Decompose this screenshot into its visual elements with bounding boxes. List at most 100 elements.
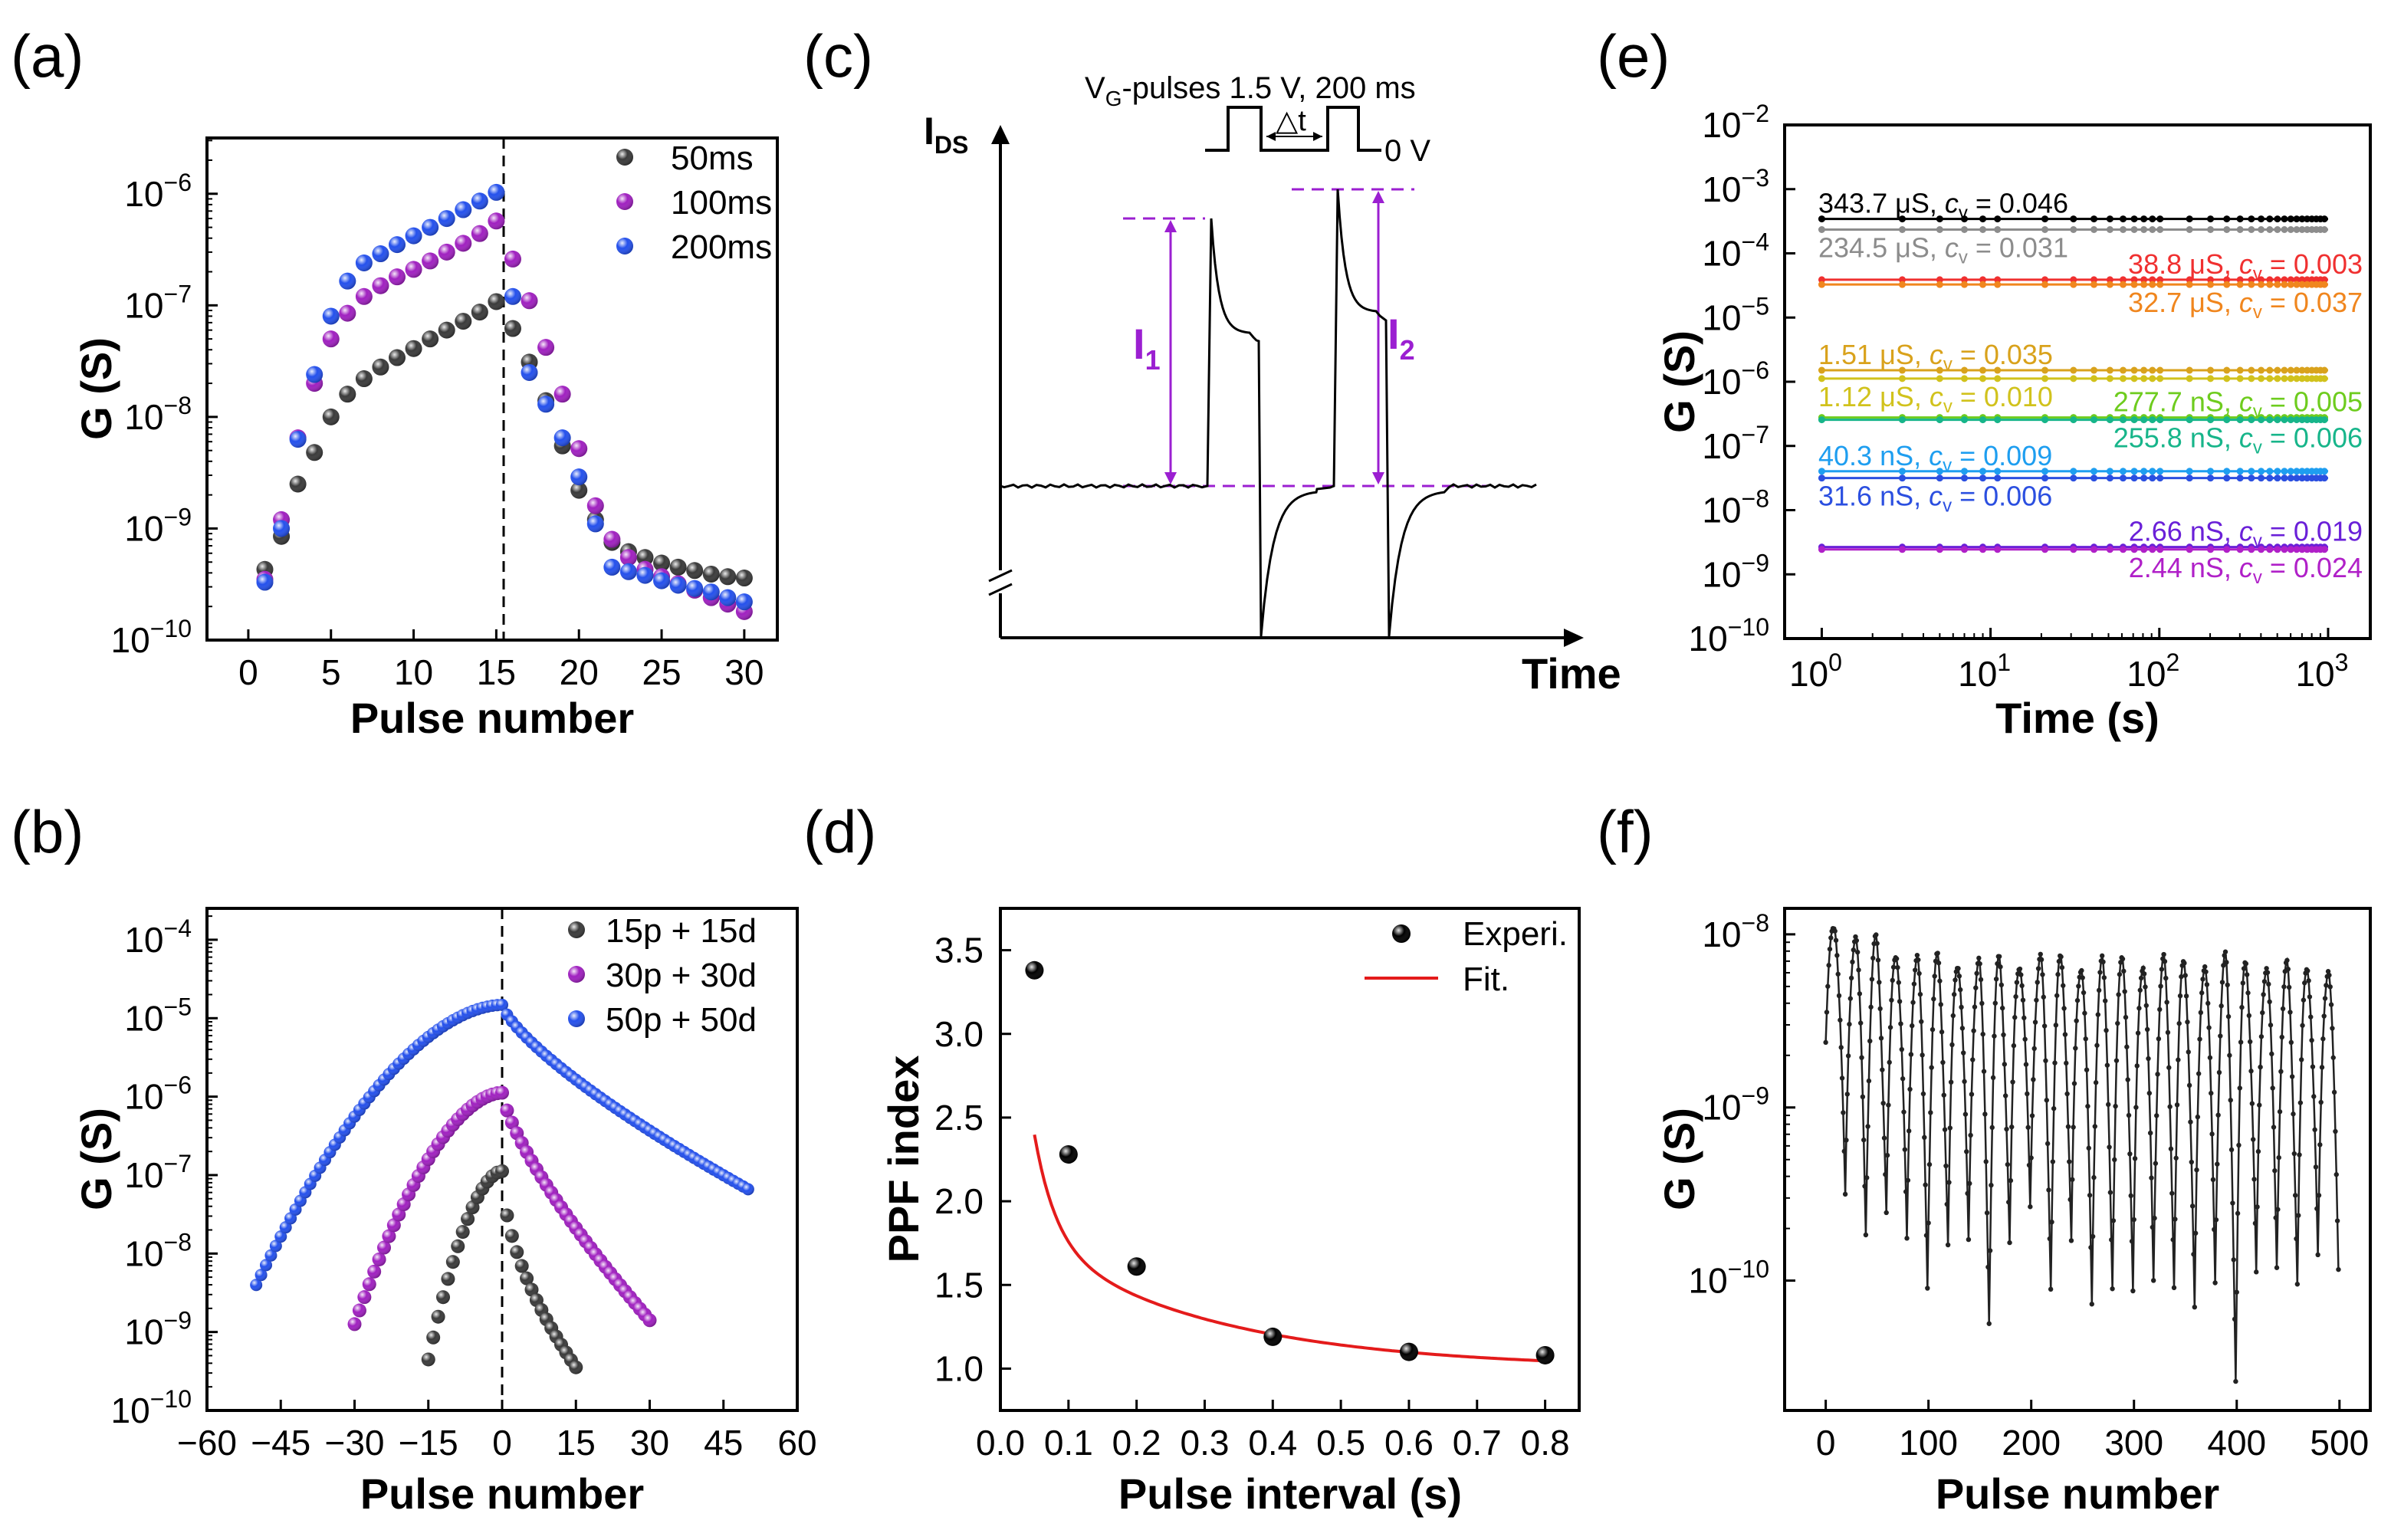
f-point: [2227, 1052, 2232, 1058]
x-axis-label-e: Time (s): [1995, 694, 2159, 742]
d-point-shine: [1059, 1144, 1078, 1164]
f-point: [1953, 977, 1958, 983]
f-point: [2074, 1018, 2079, 1023]
e-point-4: [2090, 366, 2098, 374]
d-ytick-label: 3.0: [934, 1014, 984, 1054]
panel-label-e: (e): [1597, 22, 1670, 90]
f-point: [2081, 990, 2087, 996]
e-point-8: [2304, 468, 2311, 475]
e-point-0: [1994, 215, 2002, 223]
f-point: [1973, 985, 1979, 990]
f-point: [2275, 1207, 2281, 1212]
f-point: [2155, 1072, 2160, 1077]
b-ytick-label: 10−4: [124, 914, 192, 960]
a-point-1-shine: [521, 292, 538, 310]
a-point-0-shine: [669, 558, 687, 576]
f-point: [2044, 1098, 2049, 1103]
f-point: [2008, 1177, 2014, 1184]
f-point: [1886, 1102, 1891, 1108]
e-point-9: [1936, 474, 1943, 482]
f-point: [2245, 990, 2251, 996]
a-point-1-shine: [603, 530, 621, 548]
e-point-3: [2070, 281, 2077, 288]
e-point-3: [2281, 281, 2288, 288]
a-point-1-shine: [504, 250, 521, 268]
f-point: [2154, 1113, 2159, 1118]
f-point: [2091, 1174, 2097, 1180]
f-point: [2146, 1090, 2153, 1096]
e-xtick-label: 100: [1789, 649, 1842, 694]
f-point: [1861, 1137, 1867, 1143]
e-point-3: [2223, 281, 2231, 288]
f-point: [2052, 1060, 2058, 1066]
a-point-0-shine: [389, 349, 406, 366]
f-point: [2049, 1219, 2054, 1225]
f-point: [1884, 1152, 1890, 1158]
f-point: [1896, 980, 1901, 985]
e-label-0: 343.7 μS, cv = 0.046: [1818, 188, 2068, 224]
b-point-1-shine: [367, 1264, 382, 1279]
f-point: [1956, 974, 1962, 979]
a-point-2-shine: [735, 593, 753, 611]
e-point-1: [2274, 226, 2281, 234]
f-point: [2202, 964, 2208, 970]
f-point: [2179, 974, 2184, 980]
f-point: [1889, 997, 1894, 1003]
e-point-3: [1936, 281, 1943, 288]
f-point: [1884, 1210, 1889, 1216]
f-point: [2317, 1142, 2323, 1148]
f-point: [1910, 1023, 1915, 1029]
f-point: [2291, 1111, 2296, 1117]
e-point-9: [2090, 474, 2098, 482]
e-point-0: [1936, 215, 1943, 223]
f-point: [2168, 1146, 2174, 1151]
f-point: [2297, 1152, 2302, 1157]
f-point: [2273, 1215, 2278, 1220]
e-point-4: [2106, 366, 2113, 374]
e-point-11: [2281, 546, 2288, 553]
f-point: [2265, 970, 2271, 975]
f-point: [1986, 1321, 1992, 1326]
e-point-0: [2156, 215, 2164, 223]
f-point: [2112, 1157, 2117, 1163]
e-point-9: [2236, 474, 2244, 482]
f-point: [1982, 1111, 1988, 1117]
e-point-11: [2070, 546, 2077, 553]
c-i2-arrow-bottom: [1372, 472, 1384, 484]
e-ytick-label: 10−7: [1702, 421, 1769, 466]
f-point: [2149, 1175, 2154, 1180]
e-point-5: [2266, 375, 2274, 383]
f-point: [2294, 1236, 2299, 1242]
b-xtick-label: 30: [630, 1423, 669, 1463]
f-point: [2165, 1029, 2171, 1036]
b-point-1-shine: [382, 1229, 396, 1243]
b-ytick-label: 10−10: [111, 1385, 192, 1430]
e-point-9: [2207, 474, 2215, 482]
e-point-11: [2120, 546, 2127, 553]
d-xtick-label: 0.5: [1316, 1423, 1365, 1463]
f-point: [2222, 949, 2228, 954]
f-point: [2261, 979, 2268, 984]
f-ytick-label: 10−10: [1689, 1256, 1769, 1301]
e-point-3: [2120, 281, 2127, 288]
e-point-7: [1961, 416, 1969, 424]
f-point: [1930, 1026, 1936, 1033]
f-point: [2232, 1316, 2238, 1322]
e-point-0: [2070, 215, 2077, 223]
e-point-7: [2293, 416, 2301, 424]
f-point: [2061, 983, 2066, 988]
f-point: [1860, 1094, 1866, 1100]
e-point-8: [2041, 468, 2049, 475]
b-point-1-shine: [372, 1252, 386, 1266]
a-point-2-shine: [537, 396, 555, 413]
f-point: [2336, 1266, 2341, 1272]
f-point: [1976, 955, 1982, 961]
e-point-3: [2258, 281, 2265, 288]
e-point-11: [2149, 546, 2156, 553]
f-point: [2198, 1010, 2204, 1016]
e-point-7: [2274, 416, 2281, 424]
b-ytick-label: 10−6: [124, 1072, 192, 1117]
f-point: [2093, 1080, 2099, 1085]
e-point-9: [2130, 474, 2138, 482]
e-point-8: [2258, 468, 2265, 475]
